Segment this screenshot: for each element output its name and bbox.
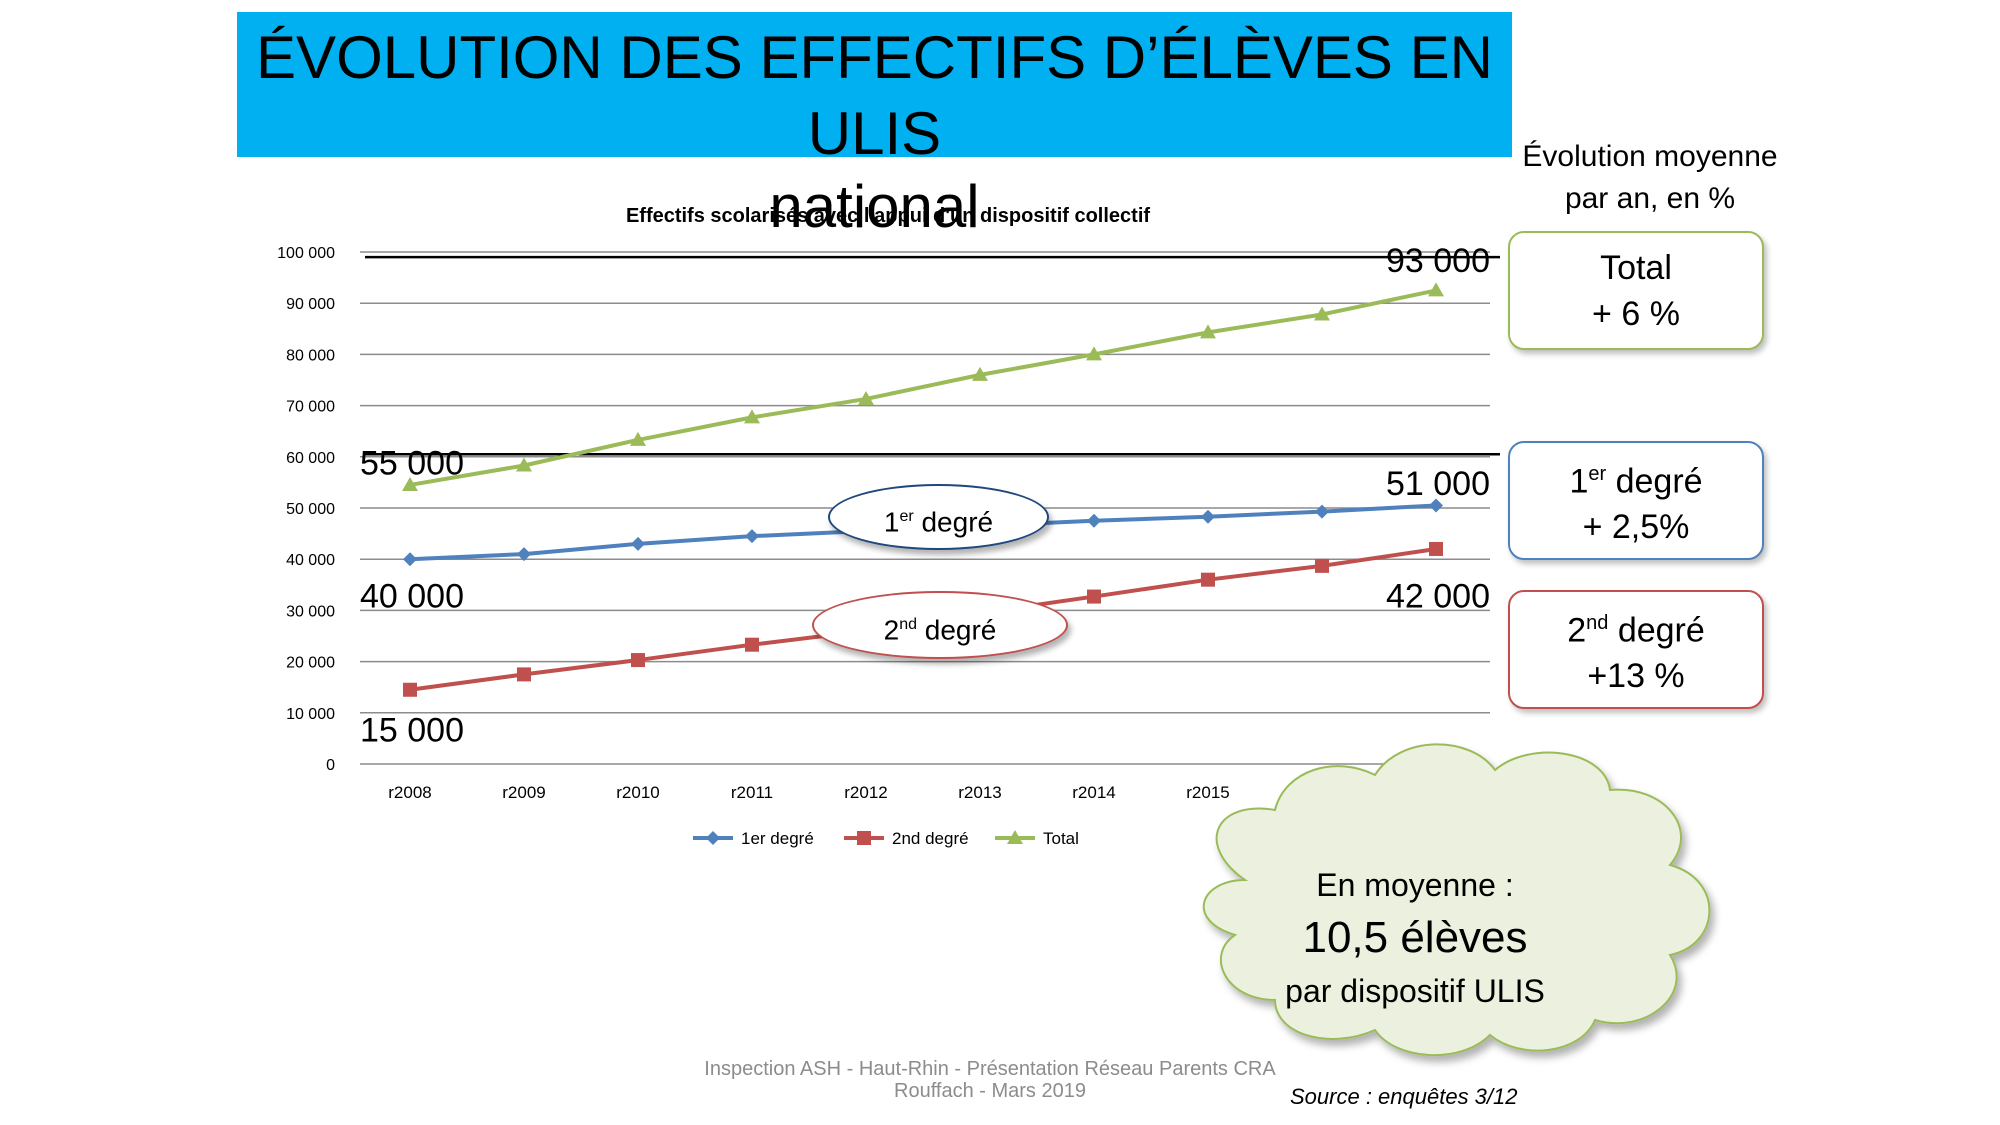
y-tick-label: 30 000 [286, 603, 335, 620]
data-point-2nd-degr- [1429, 541, 1443, 556]
legend-label: Total [1043, 829, 1079, 848]
evolution-heading-line-2: par an, en % [1564, 182, 1736, 215]
legend-label: 2nd degré [892, 829, 969, 848]
legend-marker [857, 831, 871, 845]
y-tick-label: 10 000 [286, 706, 335, 723]
x-tick-label: r2014 [1072, 783, 1115, 802]
x-tick-label: r2011 [731, 783, 773, 802]
data-point-total [1428, 282, 1444, 297]
data-point-total [630, 431, 646, 446]
y-tick-label: 50 000 [286, 501, 335, 518]
data-point-total [972, 366, 988, 381]
x-tick-label: r2010 [616, 783, 659, 802]
x-tick-label: r2016 [1300, 783, 1343, 802]
title-line-1: ÉVOLUTION DES EFFECTIFS D’ÉLÈVES EN ULIS [256, 24, 1493, 167]
y-tick-label: 100 000 [277, 245, 335, 262]
first-degree-evolution-label: 1er degré [1569, 462, 1703, 501]
total-evolution-box: Total + 6 % [1508, 231, 1764, 350]
data-point-1er-degr- [631, 536, 645, 551]
source-note: Source : enquêtes 3/12 [1290, 1084, 1518, 1109]
data-point-2nd-degr- [745, 637, 759, 652]
value-annotation: 42 000 [1386, 578, 1490, 616]
data-point-1er-degr- [1201, 509, 1215, 524]
second-degree-evolution-box: 2nd degré +13 % [1508, 590, 1764, 709]
total-evolution-label: Total [1600, 248, 1672, 287]
series-line-total [409, 288, 1437, 487]
data-point-2nd-degr- [1087, 589, 1101, 604]
cloud-line-3: par dispositif ULIS [1285, 973, 1545, 1009]
data-point-2nd-degr- [403, 682, 417, 697]
cloud-text: En moyenne : 10,5 élèves par dispositif … [1230, 862, 1600, 1014]
data-point-1er-degr- [1315, 504, 1329, 519]
y-tick-label: 20 000 [286, 655, 335, 672]
footer-line-2: Rouffach - Mars 2019 [894, 1080, 1086, 1102]
x-tick-label: r2008 [388, 783, 431, 802]
y-tick-label: 60 000 [286, 450, 335, 467]
cloud-line-2: 10,5 élèves [1302, 913, 1528, 962]
first-degree-bubble: 1er degré [828, 484, 1049, 550]
x-tick-label: r2017 [1414, 783, 1457, 802]
footer: Inspection ASH - Haut-Rhin - Présentatio… [640, 1058, 1340, 1102]
data-point-total [744, 409, 760, 424]
second-degree-evolution-value: +13 % [1587, 657, 1685, 696]
value-annotation: 51 000 [1386, 465, 1490, 503]
x-tick-label: r2009 [502, 783, 545, 802]
data-point-total [516, 457, 532, 472]
data-point-1er-degr- [1429, 498, 1443, 513]
x-tick-label: r2012 [844, 783, 887, 802]
data-point-total [1086, 346, 1102, 361]
y-tick-label: 40 000 [286, 552, 335, 569]
data-point-1er-degr- [1087, 513, 1101, 528]
evolution-heading-line-1: Évolution moyenne [1522, 140, 1778, 173]
evolution-heading: Évolution moyenne par an, en % [1480, 136, 1820, 220]
title-banner: ÉVOLUTION DES EFFECTIFS D’ÉLÈVES EN ULIS… [237, 12, 1512, 240]
y-tick-label: 0 [326, 757, 335, 774]
data-point-total [402, 476, 418, 491]
data-point-total [1314, 306, 1330, 321]
legend-marker [706, 831, 720, 845]
legend-marker [1007, 830, 1023, 844]
cloud-line-1: En moyenne : [1316, 867, 1514, 903]
data-point-2nd-degr- [1201, 572, 1215, 587]
data-point-2nd-degr- [1315, 558, 1329, 573]
data-point-1er-degr- [517, 547, 531, 562]
title-line-2: national [769, 173, 980, 240]
value-annotation: 40 000 [360, 578, 464, 616]
y-tick-label: 90 000 [286, 296, 335, 313]
y-tick-label: 70 000 [286, 399, 335, 416]
total-evolution-value: + 6 % [1592, 294, 1680, 333]
y-tick-label: 80 000 [286, 347, 335, 364]
first-degree-evolution-value: + 2,5% [1582, 508, 1690, 547]
value-annotation: 93 000 [1386, 242, 1490, 280]
x-tick-label: r2013 [958, 783, 1001, 802]
value-annotation: 55 000 [360, 444, 464, 482]
x-tick-label: r2015 [1186, 783, 1229, 802]
data-point-2nd-degr- [631, 653, 645, 668]
second-degree-bubble: 2nd degré [812, 591, 1068, 659]
data-point-total [858, 390, 874, 405]
data-point-1er-degr- [403, 552, 417, 567]
data-point-1er-degr- [745, 529, 759, 544]
footer-line-1: Inspection ASH - Haut-Rhin - Présentatio… [704, 1058, 1276, 1080]
first-degree-evolution-box: 1er degré + 2,5% [1508, 441, 1764, 560]
chart-title: Effectifs scolarisés avec l'appui d'un d… [626, 205, 1150, 227]
value-annotation: 15 000 [360, 712, 464, 750]
legend-label: 1er degré [741, 829, 814, 848]
second-degree-evolution-label: 2nd degré [1567, 611, 1705, 650]
data-point-2nd-degr- [517, 667, 531, 682]
data-point-total [1200, 324, 1216, 339]
